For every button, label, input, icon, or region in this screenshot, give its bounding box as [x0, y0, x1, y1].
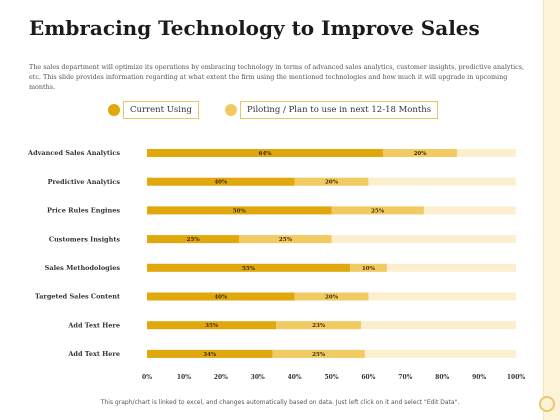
data-label-piloting: 20%	[325, 180, 339, 186]
data-label-current-using: 34%	[203, 352, 217, 358]
x-tick-label: 80%	[435, 374, 449, 381]
bar-piloting	[272, 349, 365, 358]
x-tick-label: 50%	[324, 374, 338, 381]
x-tick-label: 70%	[398, 374, 412, 381]
bar-piloting	[294, 292, 369, 301]
category-label: Predictive Analytics	[48, 178, 121, 186]
data-label-current-using: 50%	[233, 208, 247, 214]
category-label: Add Text Here	[67, 350, 120, 358]
page-description: The sales department will optimize its o…	[29, 63, 525, 91]
data-label-current-using: 35%	[205, 323, 219, 329]
page-title: Embracing Technology to Improve Sales	[29, 16, 480, 40]
category-label: Sales Methodologies	[45, 264, 121, 272]
corner-circle-decoration	[539, 396, 555, 412]
data-label-piloting: 10%	[362, 266, 376, 272]
bar-current-using	[147, 206, 332, 215]
bar-piloting	[294, 177, 369, 186]
data-label-piloting: 25%	[371, 208, 385, 214]
category-label: Customers Insights	[49, 235, 120, 243]
bar-piloting	[239, 235, 332, 244]
bar-current-using	[147, 349, 273, 358]
x-tick-label: 20%	[214, 374, 228, 381]
category-label: Add Text Here	[67, 321, 120, 329]
x-tick-label: 100%	[507, 374, 526, 381]
category-label: Price Rules Engines	[47, 207, 120, 215]
x-tick-label: 30%	[251, 374, 265, 381]
bar-current-using	[147, 235, 240, 244]
bar-current-using	[147, 292, 295, 301]
right-accent-band	[543, 0, 560, 420]
data-label-current-using: 64%	[259, 151, 273, 157]
data-label-current-using: 40%	[214, 180, 228, 186]
bar-piloting	[276, 321, 362, 330]
category-label: Advanced Sales Analytics	[27, 149, 120, 157]
data-label-piloting: 25%	[312, 352, 326, 358]
x-tick-label: 90%	[472, 374, 486, 381]
legend-swatch-piloting	[225, 104, 237, 116]
x-tick-label: 0%	[142, 374, 152, 381]
data-label-piloting: 23%	[312, 323, 326, 329]
legend-label-current-using: Current Using	[123, 101, 199, 119]
x-tick-label: 10%	[177, 374, 191, 381]
data-label-piloting: 25%	[279, 237, 293, 243]
category-label: Targeted Sales Content	[35, 293, 120, 301]
x-tick-label: 60%	[361, 374, 375, 381]
data-label-piloting: 20%	[325, 295, 339, 301]
legend-item-piloting: Piloting / Plan to use in next 12-18 Mon…	[225, 101, 439, 119]
bar-current-using	[147, 149, 384, 157]
data-label-current-using: 25%	[187, 237, 201, 243]
bar-current-using	[147, 263, 350, 272]
legend-swatch-current-using	[108, 104, 120, 116]
data-label-current-using: 40%	[214, 295, 228, 301]
x-tick-label: 40%	[288, 374, 302, 381]
bar-piloting	[383, 149, 457, 157]
data-label-current-using: 55%	[242, 266, 256, 272]
footer-note: This graph/chart is linked to excel, and…	[100, 399, 460, 406]
bar-current-using	[147, 321, 277, 330]
bar-piloting	[349, 263, 387, 272]
bar-current-using	[147, 177, 295, 186]
legend-item-current-using: Current Using	[108, 101, 199, 119]
legend-label-piloting: Piloting / Plan to use in next 12-18 Mon…	[240, 101, 439, 119]
data-label-piloting: 20%	[414, 151, 428, 157]
bar-piloting	[331, 206, 424, 215]
